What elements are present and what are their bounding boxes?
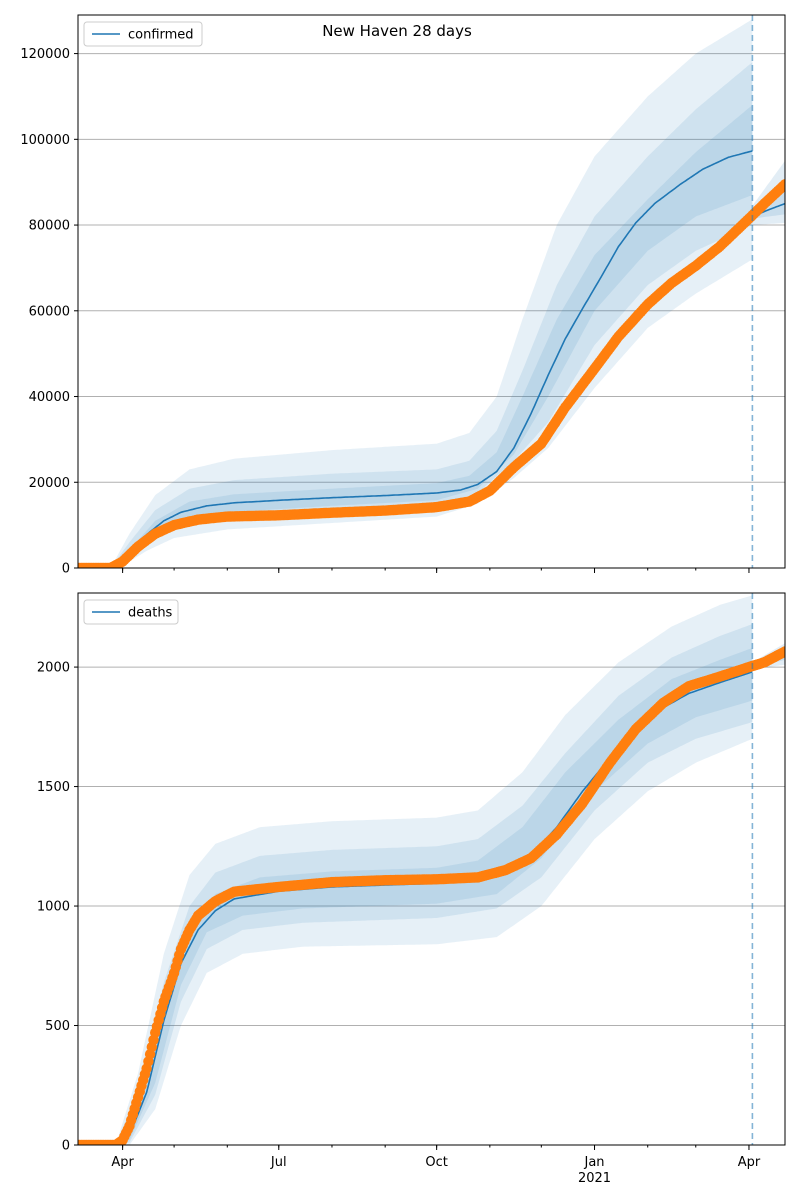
y-tick-label: 1500 [37,780,70,795]
figure-title: New Haven 28 days [322,22,472,40]
x-tick-label: Apr [738,1155,761,1170]
legend-label: deaths [128,606,173,621]
uncertainty-band-outer [78,595,753,1145]
x-tick-label: Jan [583,1155,604,1170]
y-tick-label: 20000 [29,476,70,491]
uncertainty-band-inner [78,648,753,1145]
legend-label: confirmed [128,28,194,43]
confirmed-panel: 0 20000 40000 60000 80000 100000 120000 confirm… [20,14,786,577]
x-tick-label: Apr [111,1155,134,1170]
axes-frame [77,592,786,1146]
y-tick-label: 1000 [37,900,70,915]
uncertainty-band-outer [78,19,753,568]
x-tick-label: Oct [425,1155,447,1170]
x-tick-sublabel: 2021 [578,1171,611,1186]
y-tick-label: 80000 [29,219,70,234]
observed-point [779,179,785,190]
y-tick-label: 60000 [29,304,70,319]
y-tick-label: 2000 [37,661,70,676]
model-line-confirmed [78,150,753,568]
axes-frame [77,14,786,569]
y-tick-label: 0 [62,1139,70,1154]
y-tick-label: 500 [45,1019,70,1034]
y-tick-label: 0 [62,562,70,577]
uncertainty-band-middle [78,62,753,568]
observed-point [779,646,785,657]
legend-box [83,599,179,625]
plot-area [78,595,785,1145]
legend-box [83,21,203,47]
plot-area [78,19,785,568]
y-tick-label: 100000 [20,133,70,148]
y-tick-label: 120000 [20,47,70,62]
y-tick-label: 40000 [29,390,70,405]
x-tick-label: Jul [270,1155,287,1170]
